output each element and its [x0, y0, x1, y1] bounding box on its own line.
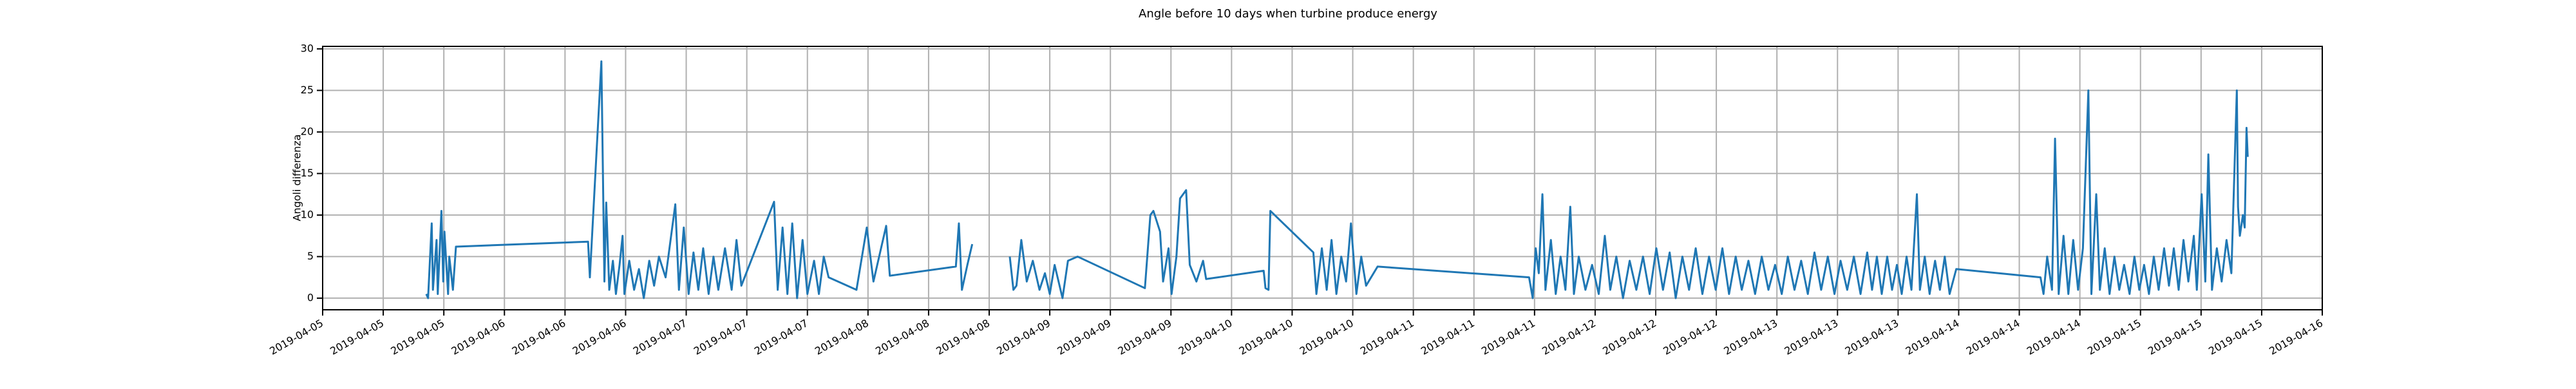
x-tick-label: 2019-04-08 — [813, 317, 871, 357]
x-tick-label: 2019-04-14 — [2025, 317, 2083, 357]
x-tick-label: 2019-04-10 — [1237, 317, 1295, 357]
y-tick-label: 10 — [301, 208, 314, 220]
chart-title: Angle before 10 days when turbine produc… — [1139, 7, 1437, 21]
x-tick-label: 2019-04-16 — [2267, 317, 2325, 357]
x-tick-label: 2019-04-13 — [1721, 317, 1779, 357]
x-tick-label: 2019-04-09 — [994, 317, 1052, 357]
x-tick-label: 2019-04-11 — [1358, 317, 1416, 357]
x-tick-label: 2019-04-05 — [388, 317, 446, 357]
x-tick-label: 2019-04-13 — [1782, 317, 1840, 357]
x-tick-label: 2019-04-13 — [1843, 317, 1901, 357]
y-tick-label: 15 — [301, 167, 314, 179]
x-tick-label: 2019-04-11 — [1419, 317, 1477, 357]
x-tick-label: 2019-04-07 — [631, 317, 689, 357]
x-tick-label: 2019-04-08 — [934, 317, 992, 357]
x-tick-label: 2019-04-15 — [2206, 317, 2264, 357]
y-tick-label: 0 — [307, 291, 314, 303]
y-tick-label: 25 — [301, 84, 314, 96]
x-tick-label: 2019-04-12 — [1661, 317, 1719, 357]
x-tick-label: 2019-04-10 — [1177, 317, 1235, 357]
x-tick-label: 2019-04-12 — [1540, 317, 1598, 357]
x-tick-label: 2019-04-10 — [1298, 317, 1356, 357]
x-tick-label: 2019-04-07 — [692, 317, 750, 357]
x-tick-label: 2019-04-05 — [328, 317, 386, 357]
x-tick-label: 2019-04-06 — [571, 317, 629, 357]
plot-frame — [322, 46, 2323, 310]
x-tick-label: 2019-04-09 — [1055, 317, 1113, 357]
data-line — [425, 60, 2249, 299]
x-tick-label: 2019-04-14 — [1904, 317, 1962, 357]
x-tick-label: 2019-04-08 — [873, 317, 931, 357]
y-axis-label: Angoli differenza — [291, 135, 303, 222]
y-tick-label: 30 — [301, 42, 314, 54]
x-tick-label: 2019-04-15 — [2085, 317, 2143, 357]
y-tick-label: 5 — [307, 250, 314, 262]
x-tick-label: 2019-04-05 — [267, 317, 325, 357]
x-tick-label: 2019-04-12 — [1600, 317, 1658, 357]
x-tick-label: 2019-04-06 — [510, 317, 568, 357]
y-tick-label: 20 — [301, 125, 314, 137]
x-tick-label: 2019-04-09 — [1115, 317, 1173, 357]
x-tick-label: 2019-04-14 — [1964, 317, 2022, 357]
x-tick-label: 2019-04-07 — [752, 317, 810, 357]
x-tick-label: 2019-04-06 — [449, 317, 507, 357]
x-tick-label: 2019-04-11 — [1479, 317, 1537, 357]
x-tick-label: 2019-04-15 — [2146, 317, 2204, 357]
